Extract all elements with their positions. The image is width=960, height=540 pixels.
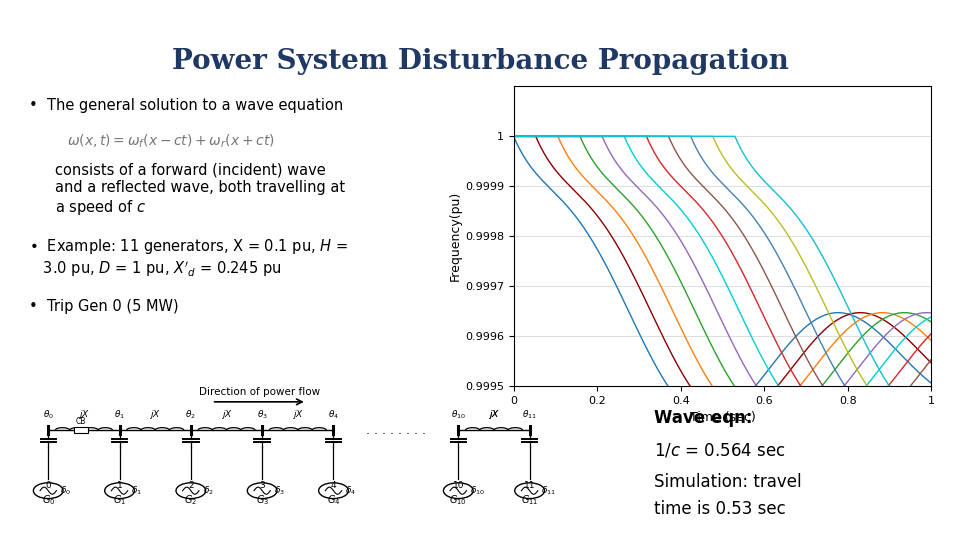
Text: •  The general solution to a wave equation: • The general solution to a wave equatio… xyxy=(29,98,343,113)
Text: Rensselaer Polytechnic Institute: Rensselaer Polytechnic Institute xyxy=(8,13,175,23)
Text: $\delta_1$: $\delta_1$ xyxy=(132,484,142,497)
Text: $\delta_{10}$: $\delta_{10}$ xyxy=(470,484,486,497)
Text: Power System Disturbance Propagation: Power System Disturbance Propagation xyxy=(172,48,788,75)
Text: Direction of power flow: Direction of power flow xyxy=(199,387,320,397)
Bar xyxy=(74,427,88,433)
Text: $\theta_1$: $\theta_1$ xyxy=(114,409,125,421)
Text: $jX$: $jX$ xyxy=(149,408,161,421)
Text: $G_{11}$: $G_{11}$ xyxy=(521,493,539,507)
Text: $G_1$: $G_1$ xyxy=(113,493,126,507)
Text: $G_3$: $G_3$ xyxy=(255,493,269,507)
Text: Electrical, Computer, and Systems Engineering: Electrical, Computer, and Systems Engine… xyxy=(706,13,952,23)
Text: 4: 4 xyxy=(330,481,336,490)
Text: $G_4$: $G_4$ xyxy=(326,493,340,507)
Text: $jX$: $jX$ xyxy=(78,408,90,421)
Text: $\theta_{11}$: $\theta_{11}$ xyxy=(522,409,537,421)
Text: Chapter 10 PMU, Power System Dynamics and Stability, 2nd edition, P. W. Sauer, M: Chapter 10 PMU, Power System Dynamics an… xyxy=(232,525,728,535)
Text: $\theta_0$: $\theta_0$ xyxy=(42,409,54,421)
Text: $\theta_2$: $\theta_2$ xyxy=(185,409,196,421)
Text: 2: 2 xyxy=(188,481,194,490)
Text: $jX$: $jX$ xyxy=(488,408,500,421)
Text: $G_0$: $G_0$ xyxy=(41,493,55,507)
Text: •  Trip Gen 0 (5 MW): • Trip Gen 0 (5 MW) xyxy=(29,299,179,314)
Text: $\delta_{11}$: $\delta_{11}$ xyxy=(541,484,557,497)
Text: $\theta_4$: $\theta_4$ xyxy=(328,409,339,421)
Text: $jX$: $jX$ xyxy=(221,408,232,421)
Text: 1: 1 xyxy=(117,481,123,490)
Text: $\delta_4$: $\delta_4$ xyxy=(346,484,356,497)
Text: . . . . . . . .: . . . . . . . . xyxy=(366,424,426,437)
Text: 0: 0 xyxy=(45,481,51,490)
Text: $G_2$: $G_2$ xyxy=(184,493,198,507)
Text: $\omega(x,t) = \omega_f(x - ct) + \omega_r(x + ct)$: $\omega(x,t) = \omega_f(x - ct) + \omega… xyxy=(67,132,275,150)
Text: $\delta_0$: $\delta_0$ xyxy=(60,484,71,497)
Text: Simulation: travel: Simulation: travel xyxy=(654,474,802,491)
Text: $G_{10}$: $G_{10}$ xyxy=(449,493,468,507)
Text: Wave eqn:: Wave eqn: xyxy=(654,409,753,427)
Text: $\theta_{10}$: $\theta_{10}$ xyxy=(451,409,466,421)
Text: $\delta_3$: $\delta_3$ xyxy=(274,484,285,497)
Text: $\delta_2$: $\delta_2$ xyxy=(203,484,214,497)
Text: $jX$: $jX$ xyxy=(488,408,500,421)
Text: •  Example: 11 generators, X = 0.1 pu, $H$ =
   3.0 pu, $D$ = 1 pu, $X'_d$ = 0.2: • Example: 11 generators, X = 0.1 pu, $H… xyxy=(29,238,348,279)
X-axis label: Time (sec): Time (sec) xyxy=(689,411,756,424)
Text: 11: 11 xyxy=(524,481,536,490)
Text: $\theta_3$: $\theta_3$ xyxy=(256,409,268,421)
Text: 10: 10 xyxy=(452,481,464,490)
Text: $1/c$ = 0.564 sec: $1/c$ = 0.564 sec xyxy=(654,442,785,460)
Text: $jX$: $jX$ xyxy=(292,408,303,421)
Text: CB: CB xyxy=(76,417,86,427)
Y-axis label: Frequency(pu): Frequency(pu) xyxy=(449,191,462,281)
Text: consists of a forward (incident) wave
and a reflected wave, both travelling at
a: consists of a forward (incident) wave an… xyxy=(56,163,346,217)
Text: 3: 3 xyxy=(259,481,265,490)
Text: time is 0.53 sec: time is 0.53 sec xyxy=(654,500,785,518)
